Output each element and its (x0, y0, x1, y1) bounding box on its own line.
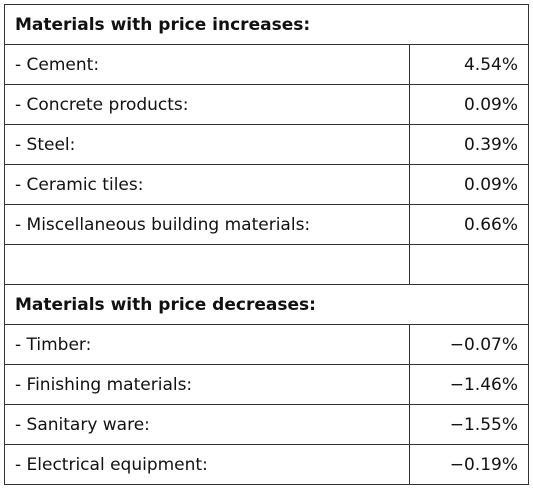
price-change: −0.19% (409, 444, 529, 485)
material-row: - Electrical equipment: −0.19% (4, 444, 529, 485)
section-row: Materials with price decreases: (4, 284, 529, 325)
price-change: 0.66% (409, 204, 529, 245)
price-table: Materials with price increases: - Cement:… (4, 4, 529, 485)
material-row: - Sanitary ware: −1.55% (4, 404, 529, 445)
material-name: - Electrical equipment: (4, 444, 410, 485)
material-name: - Steel: (4, 124, 410, 165)
material-row: - Miscellaneous building materials: 0.66% (4, 204, 529, 245)
material-row: - Concrete products: 0.09% (4, 84, 529, 125)
price-change: −1.55% (409, 404, 529, 445)
section-title: Materials with price increases: (4, 4, 529, 45)
material-name: - Sanitary ware: (4, 404, 410, 445)
price-change: 0.09% (409, 164, 529, 205)
material-row: - Ceramic tiles: 0.09% (4, 164, 529, 205)
section-row: Materials with price increases: (4, 4, 529, 45)
material-name: - Miscellaneous building materials: (4, 204, 410, 245)
price-change: −0.07% (409, 324, 529, 365)
material-name: - Cement: (4, 44, 410, 85)
spacer-row (4, 244, 529, 285)
section-title: Materials with price decreases: (4, 284, 529, 325)
empty-cell (409, 244, 529, 285)
price-change: 4.54% (409, 44, 529, 85)
material-name: - Finishing materials: (4, 364, 410, 405)
price-change: 0.09% (409, 84, 529, 125)
material-row: - Timber: −0.07% (4, 324, 529, 365)
price-change: 0.39% (409, 124, 529, 165)
material-row: - Finishing materials: −1.46% (4, 364, 529, 405)
empty-cell (4, 244, 410, 285)
price-change: −1.46% (409, 364, 529, 405)
material-name: - Timber: (4, 324, 410, 365)
material-row: - Cement: 4.54% (4, 44, 529, 85)
material-name: - Concrete products: (4, 84, 410, 125)
material-row: - Steel: 0.39% (4, 124, 529, 165)
material-name: - Ceramic tiles: (4, 164, 410, 205)
